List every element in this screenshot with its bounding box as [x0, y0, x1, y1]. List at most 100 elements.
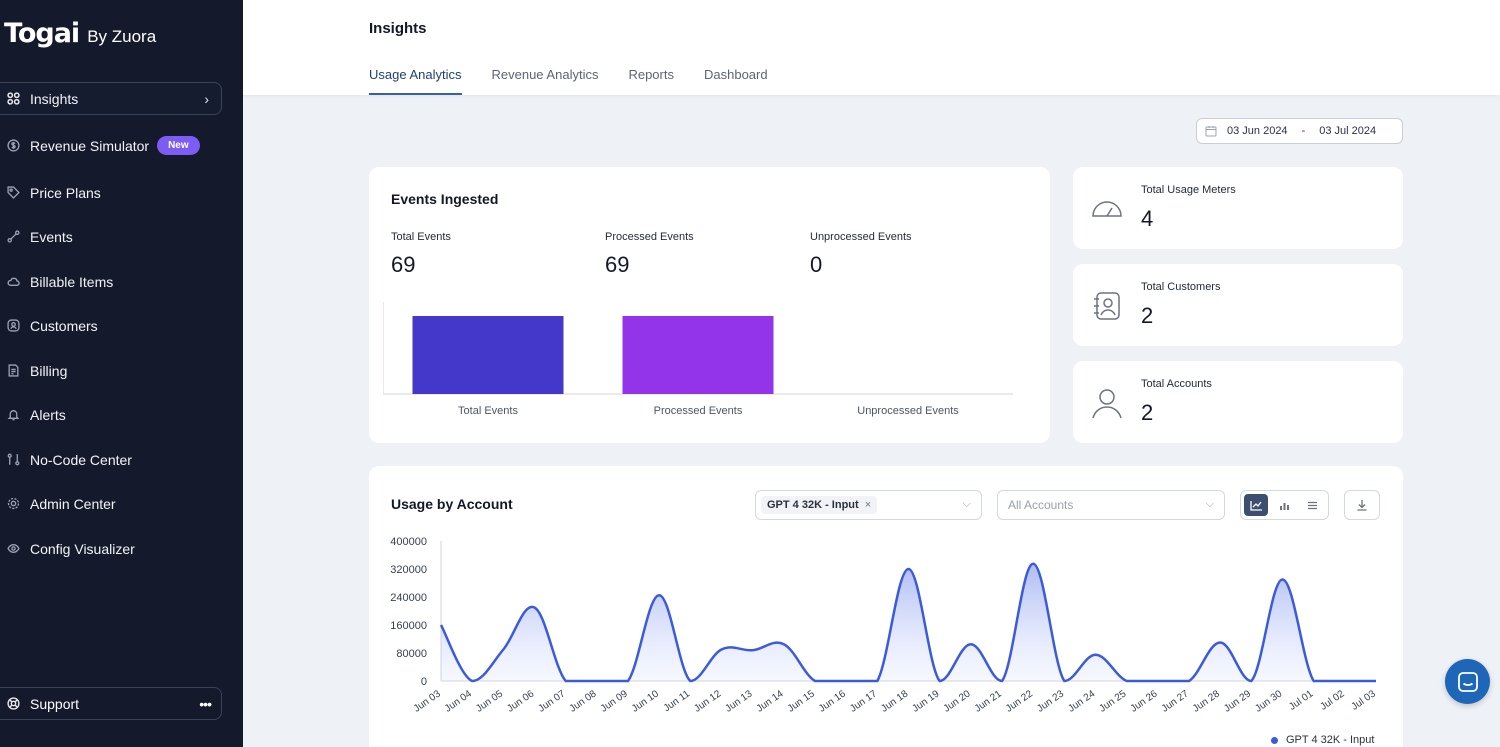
- sidebar-item-price-plans[interactable]: Price Plans: [0, 176, 222, 209]
- data-point[interactable]: [814, 680, 817, 683]
- date-range-picker[interactable]: 03 Jun 2024 - 03 Jul 2024: [1196, 118, 1403, 144]
- stat-unprocessed-events: Unprocessed Events 0: [810, 231, 912, 278]
- x-tick-label: Jun 21: [973, 688, 1004, 714]
- data-point[interactable]: [938, 680, 941, 683]
- sidebar-item-config-visualizer[interactable]: Config Visualizer: [0, 532, 222, 565]
- stat-label: Processed Events: [605, 231, 694, 243]
- tab-bar: Usage Analytics Revenue Analytics Report…: [369, 67, 768, 95]
- sidebar-item-billable-items[interactable]: Billable Items: [0, 265, 222, 298]
- y-tick-label: 80000: [396, 648, 427, 660]
- data-point[interactable]: [1375, 680, 1378, 683]
- data-point[interactable]: [1250, 680, 1253, 683]
- x-tick-label: Jun 15: [786, 688, 817, 714]
- data-point[interactable]: [1219, 641, 1222, 644]
- events-bar-chart: Total Events Processed Events Unprocessed …: [383, 302, 1013, 417]
- x-tick-label: Jun 11: [662, 688, 693, 714]
- data-point[interactable]: [1032, 562, 1035, 565]
- bar[interactable]: [412, 316, 564, 394]
- data-point[interactable]: [1281, 578, 1284, 581]
- bar[interactable]: [622, 316, 774, 394]
- data-point[interactable]: [845, 680, 848, 683]
- sidebar-item-events[interactable]: Events: [0, 220, 222, 253]
- date-end[interactable]: 03 Jul 2024: [1319, 125, 1377, 137]
- accounts-select[interactable]: All Accounts ⌵: [997, 490, 1225, 520]
- sidebar-item-revenue-simulator[interactable]: Revenue Simulator New: [0, 129, 222, 162]
- data-point[interactable]: [751, 649, 754, 652]
- download-button[interactable]: [1344, 490, 1380, 520]
- events-ingested-card: Events Ingested Total Events 69 Processe…: [369, 167, 1050, 443]
- data-point[interactable]: [1343, 680, 1346, 683]
- x-tick-label: Jun 22: [1004, 688, 1035, 714]
- legend-dot: [1271, 736, 1278, 744]
- data-point[interactable]: [1125, 680, 1128, 683]
- data-point[interactable]: [720, 648, 723, 651]
- dollar-icon: [7, 139, 20, 152]
- data-point[interactable]: [782, 643, 785, 646]
- sidebar-item-admin-center[interactable]: Admin Center: [0, 487, 222, 520]
- chevron-down-icon: ⌵: [962, 498, 971, 510]
- usage-by-account-card: Usage by Account GPT 4 32K - Input × ⌵ A…: [369, 466, 1403, 747]
- x-tick-label: Jun 04: [443, 688, 474, 714]
- tab-revenue-analytics[interactable]: Revenue Analytics: [491, 67, 599, 82]
- data-point[interactable]: [1312, 680, 1315, 683]
- chat-support-button[interactable]: [1445, 659, 1490, 704]
- x-tick-label: Jun 12: [692, 688, 723, 714]
- data-point[interactable]: [658, 594, 661, 597]
- data-point[interactable]: [689, 680, 692, 683]
- remove-chip-icon[interactable]: ×: [864, 499, 872, 511]
- y-tick-label: 240000: [390, 592, 427, 604]
- x-tick-label: Jun 05: [474, 688, 505, 714]
- sidebar-item-insights[interactable]: Insights ›: [0, 82, 222, 115]
- data-point[interactable]: [1063, 680, 1066, 683]
- date-separator: -: [1301, 125, 1306, 137]
- data-point[interactable]: [595, 680, 598, 683]
- usage-by-account-title: Usage by Account: [391, 496, 513, 512]
- page-title: Insights: [369, 20, 427, 37]
- data-point[interactable]: [1094, 653, 1097, 656]
- support-button[interactable]: Support •••: [0, 687, 222, 720]
- lifebuoy-icon: [7, 697, 20, 710]
- data-point[interactable]: [1156, 680, 1159, 683]
- data-point[interactable]: [1001, 680, 1004, 683]
- more-options-icon[interactable]: •••: [199, 695, 212, 712]
- data-point[interactable]: [627, 680, 630, 683]
- data-point[interactable]: [1188, 680, 1191, 683]
- sidebar-item-customers[interactable]: Customers: [0, 309, 222, 342]
- tab-reports[interactable]: Reports: [628, 67, 674, 82]
- x-tick-label: Jun 16: [817, 688, 848, 714]
- meter-select[interactable]: GPT 4 32K - Input × ⌵: [755, 490, 982, 520]
- data-point[interactable]: [876, 680, 879, 683]
- sidebar-item-no-code-center[interactable]: No-Code Center: [0, 443, 222, 476]
- data-point[interactable]: [502, 648, 505, 651]
- flow-icon: [7, 453, 20, 466]
- brand-logo[interactable]: Togai By Zuora: [4, 18, 156, 49]
- stat-label: Total Usage Meters: [1141, 184, 1236, 196]
- date-start[interactable]: 03 Jun 2024: [1227, 125, 1288, 137]
- stat-value: 69: [605, 252, 630, 277]
- data-point[interactable]: [564, 680, 567, 683]
- x-tick-label: Jun 24: [1066, 688, 1097, 714]
- bar-chart-toggle[interactable]: [1272, 494, 1296, 516]
- data-point[interactable]: [533, 606, 536, 609]
- series-line[interactable]: [439, 562, 1376, 683]
- total-accounts-card: Total Accounts 2: [1073, 361, 1403, 443]
- x-tick-label: Jun 26: [1129, 688, 1160, 714]
- data-point[interactable]: [471, 680, 474, 683]
- x-tick-label: Processed Events: [654, 405, 743, 417]
- x-tick-label: Jun 25: [1097, 688, 1128, 714]
- table-view-toggle[interactable]: [1301, 494, 1325, 516]
- invoice-icon: [7, 364, 20, 377]
- data-point[interactable]: [969, 643, 972, 646]
- data-point[interactable]: [440, 624, 443, 627]
- tab-usage-analytics[interactable]: Usage Analytics: [369, 67, 462, 95]
- sidebar-item-alerts[interactable]: Alerts: [0, 398, 222, 431]
- sidebar-item-label: Revenue Simulator: [30, 137, 150, 154]
- stat-label: Total Accounts: [1141, 378, 1212, 390]
- sidebar-item-billing[interactable]: Billing: [0, 354, 222, 387]
- line-chart-toggle[interactable]: [1244, 494, 1269, 516]
- series-area: [441, 563, 1376, 681]
- tab-dashboard[interactable]: Dashboard: [703, 67, 768, 82]
- gauge-icon: [1092, 201, 1122, 217]
- data-point[interactable]: [907, 568, 910, 571]
